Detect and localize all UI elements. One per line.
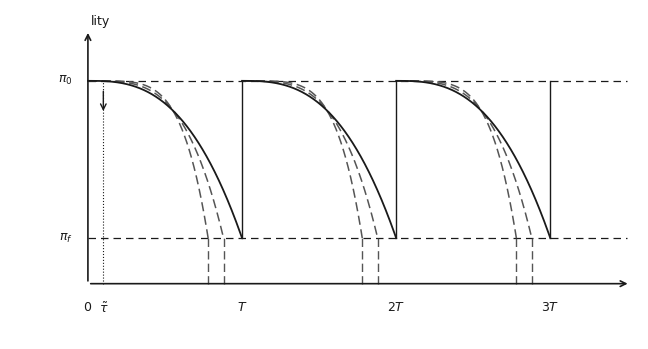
Text: $\tilde{\tau}$: $\tilde{\tau}$	[98, 302, 108, 316]
Text: $0$: $0$	[84, 302, 93, 314]
Text: $3T$: $3T$	[541, 302, 559, 314]
Text: lity: lity	[91, 15, 110, 28]
Text: $\pi_f$: $\pi_f$	[59, 231, 73, 245]
Text: $2T$: $2T$	[387, 302, 406, 314]
Text: $T$: $T$	[237, 302, 248, 314]
Text: $\pi_0$: $\pi_0$	[58, 74, 73, 87]
